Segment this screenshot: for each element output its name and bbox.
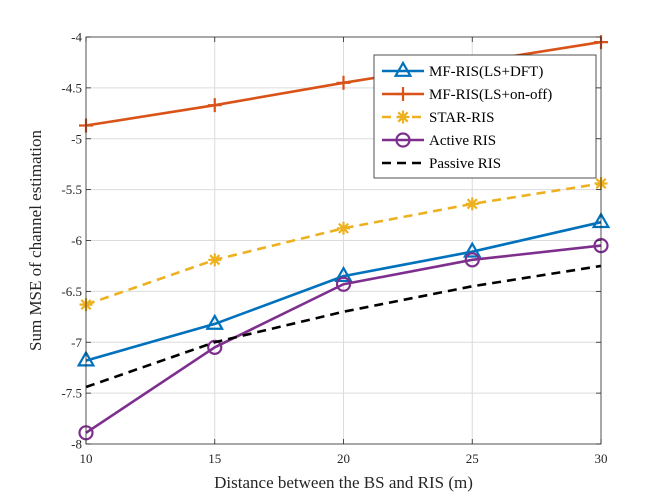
x-tick-label: 15 [208, 451, 221, 466]
x-tick-label: 25 [466, 451, 479, 466]
y-tick-label: -4.5 [61, 80, 82, 95]
data-point [464, 252, 480, 268]
data-point [337, 221, 350, 235]
y-tick-label: -4 [71, 30, 82, 45]
data-point [208, 253, 222, 267]
y-tick-label: -5.5 [61, 182, 82, 197]
y-tick-label: -6 [71, 233, 82, 248]
y-tick-label: -6.5 [61, 284, 82, 299]
y-axis-label: Sum MSE of channel estimation [26, 130, 45, 351]
series-layer [76, 35, 611, 441]
data-point [334, 265, 353, 283]
legend-item: STAR-RIS [382, 110, 494, 126]
y-tick-label: -5 [71, 131, 82, 146]
legend-item: Active RIS [382, 132, 496, 149]
legend-label: MF-RIS(LS+on-off) [429, 87, 552, 103]
x-axis-label: Distance between the BS and RIS (m) [214, 473, 473, 492]
y-tick-label: -7.5 [61, 386, 82, 401]
series-line [85, 220, 602, 362]
series-passive-ris [85, 264, 602, 389]
y-tick-label: -8 [71, 437, 82, 452]
legend-label: Active RIS [429, 133, 496, 149]
legend-label: MF-RIS(LS+DFT) [429, 64, 543, 80]
data-point [465, 197, 479, 211]
series-line [85, 264, 602, 389]
ticks: 10 15 20 25 30 -8 -7.5 -7 -6.5 -6 -5.5 -5 -4.5 -4 [61, 30, 607, 467]
series-line [85, 244, 602, 434]
series-line [85, 182, 602, 306]
legend-marker [395, 132, 411, 148]
legend-item: Passive RIS [382, 156, 501, 172]
data-point [462, 241, 482, 258]
legend-label: STAR-RIS [429, 110, 494, 126]
legend-item: MF-RIS(LS+DFT) [382, 60, 543, 80]
legend-marker [393, 60, 413, 77]
x-tick-label: 10 [80, 451, 93, 466]
data-point [207, 339, 223, 355]
legend-item: MF-RIS(LS+on-off) [382, 87, 552, 103]
x-tick-label: 30 [595, 451, 608, 466]
y-tick-label: -7 [71, 335, 82, 350]
legend-marker [396, 87, 410, 101]
data-point [207, 98, 222, 113]
data-point [336, 75, 351, 90]
data-point [205, 313, 225, 330]
x-tick-label: 20 [337, 451, 350, 466]
legend-label: Passive RIS [429, 156, 501, 172]
series-mf-ris-ls-dft [76, 211, 611, 367]
legend-marker [396, 110, 410, 124]
legend: MF-RIS(LS+DFT) MF-RIS(LS+on-off) STAR-RIS A… [373, 54, 597, 179]
data-point [335, 276, 352, 292]
